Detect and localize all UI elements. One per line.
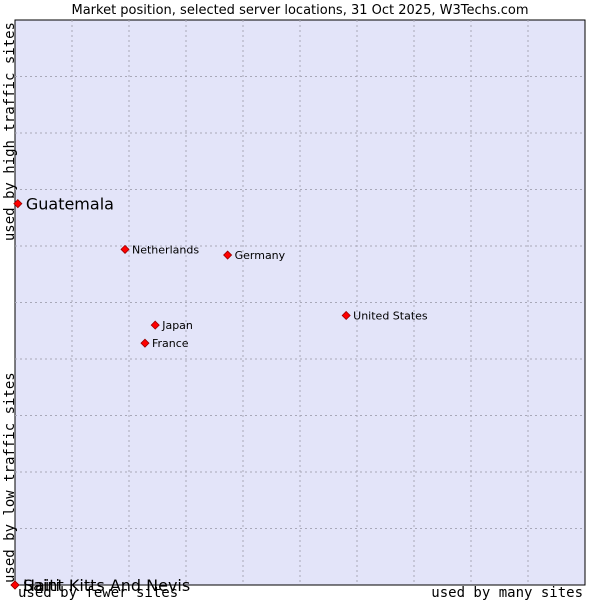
- data-point-united-states: [341, 310, 351, 321]
- x-axis-label-right: used by many sites: [431, 585, 583, 600]
- data-point-france: [140, 338, 150, 348]
- data-label-netherlands: Netherlands: [132, 243, 199, 256]
- data-label-haiti: Haiti: [23, 576, 60, 595]
- data-label-germany: Germany: [235, 249, 286, 262]
- data-label-france: France: [152, 337, 189, 350]
- data-label-united-states: United States: [353, 309, 428, 322]
- y-axis-label-top: used by high traffic sites: [2, 22, 18, 241]
- data-label-saint-kitts-and-nevis: Saint Kitts And Nevis: [23, 576, 190, 595]
- y-axis-label-bottom: used by low traffic sites: [2, 372, 18, 583]
- data-label-japan: Japan: [161, 319, 193, 332]
- data-point-haiti: [10, 580, 20, 590]
- data-point-guatemala: [13, 199, 23, 209]
- chart-title: Market position, selected server locatio…: [71, 3, 528, 18]
- data-point-netherlands: [120, 244, 130, 254]
- data-label-guatemala: Guatemala: [26, 195, 114, 214]
- x-axis-label-left: used by fewer sites: [18, 585, 178, 600]
- grid-lines: [15, 20, 585, 585]
- data-point-japan: [150, 320, 160, 330]
- data-point-germany: [223, 250, 233, 260]
- data-points: Guatemala Netherlands Germany United States…: [10, 195, 428, 595]
